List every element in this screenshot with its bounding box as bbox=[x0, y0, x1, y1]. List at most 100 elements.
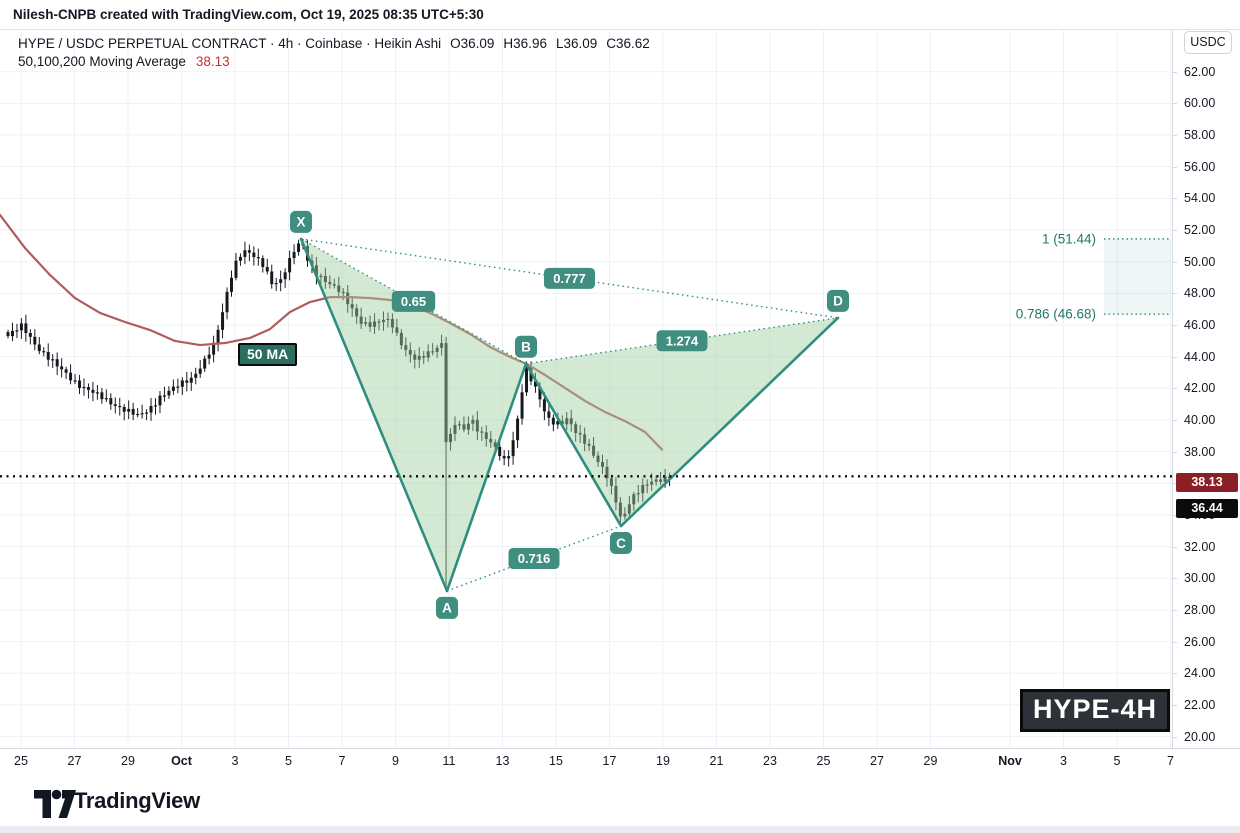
price-tick-mark bbox=[1173, 514, 1177, 516]
price-chart-canvas[interactable]: 1 (51.44) 0.786 (46.68) 0.65 0.777 1.274 0.71… bbox=[0, 30, 1172, 748]
svg-text:B: B bbox=[521, 340, 531, 355]
attribution-bar: Nilesh-CNPB created with TradingView.com… bbox=[0, 0, 1240, 30]
price-tick-label: 46.00 bbox=[1184, 317, 1216, 332]
price-tick-mark bbox=[1173, 546, 1177, 548]
footer-strip bbox=[0, 826, 1240, 833]
fib-level-label: 1 (51.44) bbox=[1042, 231, 1096, 246]
tradingview-logo-text: TradingView bbox=[74, 788, 200, 813]
price-tick-label: 54.00 bbox=[1184, 191, 1216, 206]
time-tick-label: 5 bbox=[285, 754, 292, 768]
last-price-label: 36.44 bbox=[1176, 499, 1238, 518]
candlesticks bbox=[6, 238, 672, 588]
price-tick-label: 56.00 bbox=[1184, 159, 1216, 174]
ma-50-line bbox=[0, 213, 664, 451]
chart-area[interactable]: 1 (51.44) 0.786 (46.68) 0.65 0.777 1.274 0.71… bbox=[0, 30, 1172, 748]
price-tick-label: 26.00 bbox=[1184, 634, 1216, 649]
price-tick-label: 62.00 bbox=[1184, 64, 1216, 79]
ohlc-close: C36.62 bbox=[606, 36, 650, 51]
pattern-point-label-c: C bbox=[610, 532, 632, 555]
legend-ma-row: 50,100,200 Moving Average 38.13 bbox=[18, 53, 650, 70]
time-tick-label: 7 bbox=[1167, 754, 1174, 768]
grid-lines bbox=[0, 30, 1172, 748]
price-tick-mark bbox=[1173, 673, 1177, 675]
price-tick-mark bbox=[1173, 166, 1177, 168]
fib-level-label: 0.786 (46.68) bbox=[1016, 307, 1096, 322]
xabcd-pattern bbox=[299, 237, 840, 593]
price-tick-label: 52.00 bbox=[1184, 223, 1216, 237]
price-tick-label: 38.00 bbox=[1184, 444, 1216, 459]
time-tick-label: 3 bbox=[1060, 754, 1067, 768]
price-tick-label: 40.00 bbox=[1184, 412, 1216, 427]
price-tick-label: 60.00 bbox=[1184, 96, 1216, 111]
price-tick-label: 28.00 bbox=[1184, 602, 1216, 617]
svg-text:0.777: 0.777 bbox=[553, 271, 586, 286]
price-tick-mark bbox=[1173, 324, 1177, 326]
pattern-ratio-label: 0.716 bbox=[508, 547, 560, 569]
currency-button[interactable]: USDC bbox=[1184, 31, 1232, 54]
time-tick-label: 5 bbox=[1113, 754, 1121, 768]
ma-50-label[interactable]: 50 MA bbox=[238, 343, 298, 366]
price-tick-label: 20.00 bbox=[1184, 729, 1216, 744]
price-tick-mark bbox=[1173, 419, 1177, 421]
svg-text:0.716: 0.716 bbox=[518, 551, 551, 566]
attribution-text: Nilesh-CNPB created with TradingView.com… bbox=[13, 7, 484, 22]
time-tick-label: 3 bbox=[231, 754, 239, 768]
time-tick-label: 29 bbox=[923, 754, 938, 768]
time-tick-label: Nov bbox=[998, 754, 1022, 768]
price-tick-mark bbox=[1173, 451, 1177, 453]
pattern-point-label-x: X bbox=[290, 210, 312, 233]
price-tick-label: 48.00 bbox=[1184, 286, 1216, 301]
price-tick-label: 42.00 bbox=[1184, 381, 1216, 396]
price-tick-mark bbox=[1173, 293, 1177, 295]
tradingview-logo-icon bbox=[34, 789, 76, 818]
ohlc-open: O36.09 bbox=[450, 36, 495, 51]
price-tick-mark bbox=[1173, 261, 1177, 263]
pattern-ratio-label: 0.65 bbox=[391, 290, 436, 312]
time-tick-label: Oct bbox=[171, 754, 192, 768]
price-tick-mark bbox=[1173, 641, 1177, 643]
symbol-title[interactable]: HYPE / USDC PERPETUAL CONTRACT · 4h · Co… bbox=[18, 36, 442, 51]
price-tick-mark bbox=[1173, 230, 1177, 231]
price-tick-mark bbox=[1173, 71, 1177, 73]
footer: TradingView bbox=[0, 775, 1240, 833]
pattern-point-label-b: B bbox=[515, 335, 537, 358]
svg-text:X: X bbox=[296, 215, 305, 230]
symbol-watermark: HYPE-4H bbox=[1020, 689, 1171, 732]
price-tick-mark bbox=[1173, 356, 1177, 358]
time-tick-label: 13 bbox=[495, 754, 510, 768]
price-tick-label: 50.00 bbox=[1184, 254, 1216, 269]
pattern-ratio-label: 0.777 bbox=[544, 267, 595, 289]
svg-text:C: C bbox=[616, 536, 626, 551]
time-axis[interactable]: 25 27 29 Oct 3 5 7 9 11 13 15 17 19 21 23 25 27 29 Nov 3 5 7 bbox=[0, 748, 1240, 776]
price-tick-label: 32.00 bbox=[1184, 539, 1216, 554]
price-tick-mark bbox=[1173, 609, 1177, 611]
price-tick-label: 24.00 bbox=[1184, 666, 1216, 681]
time-tick-label: 15 bbox=[549, 754, 563, 768]
price-tick-label: 44.00 bbox=[1184, 349, 1216, 364]
ma-indicator-label[interactable]: 50,100,200 Moving Average bbox=[18, 54, 186, 69]
price-tick-label: 30.00 bbox=[1184, 571, 1216, 586]
time-tick-label: 27 bbox=[870, 754, 884, 768]
time-tick-label: 7 bbox=[338, 754, 346, 768]
price-axis[interactable]: USDC 62.00 60.00 58.00 56.00 54.00 52.00 50.00… bbox=[1172, 30, 1240, 775]
price-tick-mark bbox=[1173, 198, 1177, 200]
legend-title-row: HYPE / USDC PERPETUAL CONTRACT · 4h · Co… bbox=[18, 35, 650, 52]
time-tick-label: 11 bbox=[442, 754, 456, 768]
price-tick-mark bbox=[1173, 135, 1177, 137]
fib-retracement: 1 (51.44) 0.786 (46.68) bbox=[1016, 231, 1171, 322]
ma-price-label: 38.13 bbox=[1176, 473, 1238, 492]
pattern-ratio-label: 1.274 bbox=[656, 330, 708, 352]
time-tick-label: 23 bbox=[763, 754, 777, 768]
svg-text:1.274: 1.274 bbox=[666, 333, 699, 348]
price-tick-label: 22.00 bbox=[1184, 697, 1216, 712]
symbol-legend: HYPE / USDC PERPETUAL CONTRACT · 4h · Co… bbox=[18, 35, 650, 70]
price-tick-mark bbox=[1173, 388, 1177, 390]
price-tick-mark bbox=[1173, 483, 1177, 485]
time-tick-label: 21 bbox=[709, 754, 724, 768]
svg-text:0.65: 0.65 bbox=[401, 294, 426, 309]
pattern-point-label-a: A bbox=[436, 596, 458, 619]
time-tick-label: 9 bbox=[392, 754, 399, 768]
pattern-point-label-d: D bbox=[827, 289, 849, 312]
time-tick-label: 25 bbox=[816, 754, 831, 768]
